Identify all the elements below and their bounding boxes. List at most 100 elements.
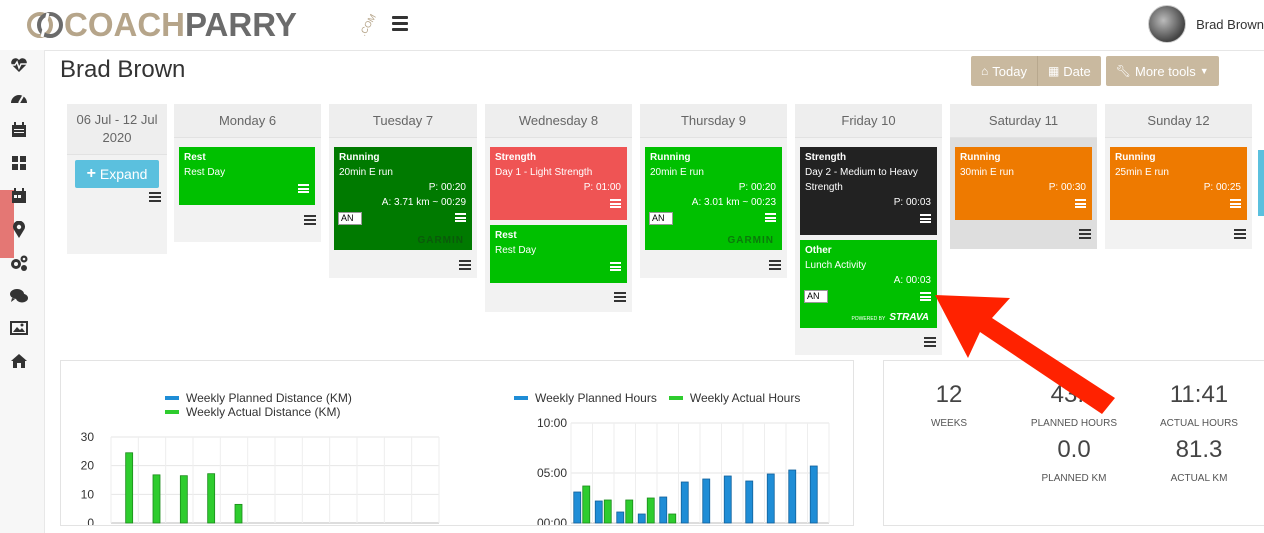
chat-icon[interactable] [9, 286, 29, 306]
week-menu-icon[interactable] [149, 192, 161, 202]
actual-bar[interactable] [207, 473, 216, 524]
workout-card-rest[interactable]: Rest Rest Day [179, 147, 315, 205]
cogs-icon[interactable] [9, 253, 29, 273]
day-column-tuesday: Tuesday 7 Running 20min E run P: 00:20 A… [329, 104, 477, 278]
more-tools-button[interactable]: 🔧︎ More tools ▼ [1105, 56, 1219, 86]
card-menu-icon[interactable] [920, 214, 931, 223]
y-tick-label: 10 [81, 487, 95, 501]
analysis-badge[interactable]: AN [338, 212, 362, 225]
heartbeat-icon[interactable] [9, 55, 29, 75]
workout-card-running[interactable]: Running 25min E run P: 00:25 [1110, 147, 1247, 220]
card-menu-icon[interactable] [610, 262, 621, 271]
workout-card-strength[interactable]: Strength Day 2 - Medium to Heavy Strengt… [800, 147, 937, 235]
actual-bar[interactable] [668, 513, 677, 524]
actual-bar[interactable] [152, 474, 161, 524]
wrench-icon: 🔧︎ [1115, 64, 1131, 78]
distance-chart: 30 20 10 0 [81, 430, 440, 525]
expand-button[interactable]: + Expand [75, 160, 159, 188]
planned-bar[interactable] [616, 511, 625, 524]
card-menu-icon[interactable] [610, 199, 621, 208]
today-label: Today [992, 63, 1027, 79]
day-column-sunday: Sunday 12 Running 25min E run P: 00:25 [1105, 104, 1252, 249]
menu-toggle-icon[interactable] [392, 16, 408, 32]
day-menu-icon[interactable] [614, 292, 626, 302]
annotation-arrow-icon [935, 295, 1115, 414]
logo[interactable]: COACHPARRY .COM [26, 8, 378, 42]
workout-card-running[interactable]: Running 20min E run P: 00:20 A: 3.01 km … [645, 147, 782, 250]
actual-bar[interactable] [234, 503, 243, 524]
image-icon[interactable] [9, 318, 29, 338]
card-menu-icon[interactable] [765, 213, 776, 222]
planned-bar[interactable] [680, 481, 689, 524]
actual-bar[interactable] [125, 452, 134, 524]
analysis-badge[interactable]: AN [804, 290, 828, 303]
user-menu[interactable]: Brad Brown [1148, 5, 1264, 43]
card-menu-icon[interactable] [1230, 199, 1241, 208]
actual-bar[interactable] [179, 475, 188, 524]
map-marker-icon[interactable] [9, 220, 29, 240]
actual-km-value: 81.3 [1175, 436, 1223, 463]
card-menu-icon[interactable] [920, 292, 931, 301]
planned-bar[interactable] [594, 500, 603, 524]
workout-desc: 20min E run [650, 167, 704, 178]
workout-card-other[interactable]: Other Lunch Activity A: 00:03 AN POWERED… [800, 240, 937, 328]
actual-hours-label: ACTUAL HOURS [1160, 418, 1238, 429]
day-menu-icon[interactable] [1079, 229, 1091, 239]
day-header: Tuesday 7 [329, 104, 477, 138]
day-menu-icon[interactable] [924, 337, 936, 347]
planned-bar[interactable] [723, 475, 732, 524]
date-label: Date [1063, 63, 1091, 79]
day-menu-icon[interactable] [769, 260, 781, 270]
card-menu-icon[interactable] [298, 184, 309, 193]
planned-bar[interactable] [637, 513, 646, 524]
actual-bar[interactable] [603, 499, 612, 524]
day-column-friday: Friday 10 Strength Day 2 - Medium to Hea… [795, 104, 942, 355]
actual-bar[interactable] [582, 485, 591, 524]
workout-desc: Rest Day [495, 245, 537, 256]
grid-icon[interactable] [9, 153, 29, 173]
planned-bar[interactable] [659, 496, 668, 524]
analysis-badge[interactable]: AN [649, 212, 673, 225]
planned-bar[interactable] [809, 465, 818, 524]
plus-icon: + [86, 165, 96, 182]
planned-bar[interactable] [745, 480, 754, 524]
date-button[interactable]: ▦ Date [1036, 56, 1101, 86]
legend-item-planned-hours: Weekly Planned Hours Weekly Actual Hours [514, 391, 800, 405]
workout-card-running[interactable]: Running 30min E run P: 00:30 [955, 147, 1092, 220]
actual-bar[interactable] [646, 497, 655, 524]
day-menu-icon[interactable] [459, 260, 471, 270]
day-menu-icon[interactable] [304, 215, 316, 225]
avatar[interactable] [1148, 5, 1187, 43]
legend-swatch [514, 396, 528, 400]
workout-desc-line2: Strength [805, 182, 843, 193]
week-column: 06 Jul - 12 Jul 2020 + Expand [67, 104, 167, 254]
calendar-alt-icon[interactable] [9, 186, 29, 206]
today-button[interactable]: ⌂ Today [971, 56, 1037, 86]
card-menu-icon[interactable] [1075, 199, 1086, 208]
planned-bar[interactable] [788, 469, 797, 524]
workout-desc: Rest Day [184, 167, 226, 178]
workout-type: Rest [184, 152, 206, 163]
home-icon[interactable] [9, 351, 29, 371]
calendar-icon[interactable] [9, 120, 29, 140]
actual-bar[interactable] [625, 499, 634, 524]
card-menu-icon[interactable] [455, 213, 466, 222]
planned-time: P: 00:25 [1203, 182, 1241, 193]
next-week-handle[interactable] [1258, 150, 1264, 216]
legend-swatch [668, 396, 683, 400]
weeks-value: 12 [935, 381, 963, 408]
day-menu-icon[interactable] [1234, 229, 1246, 239]
day-header: Friday 10 [795, 104, 942, 138]
workout-card-rest[interactable]: Rest Rest Day [490, 225, 627, 283]
planned-bar[interactable] [702, 478, 711, 524]
planned-hours-label: PLANNED HOURS [1030, 418, 1118, 429]
user-name[interactable]: Brad Brown [1196, 16, 1264, 32]
planned-bar[interactable] [573, 491, 582, 524]
side-tab-handle[interactable] [0, 190, 14, 258]
planned-bar[interactable] [766, 473, 775, 524]
workout-type: Rest [495, 230, 517, 241]
workout-card-strength[interactable]: Strength Day 1 - Light Strength P: 01:00 [490, 147, 627, 220]
workout-type: Running [960, 152, 1001, 163]
workout-card-running[interactable]: Running 20min E run P: 00:20 A: 3.71 km … [334, 147, 472, 250]
dashboard-icon[interactable] [9, 88, 29, 108]
